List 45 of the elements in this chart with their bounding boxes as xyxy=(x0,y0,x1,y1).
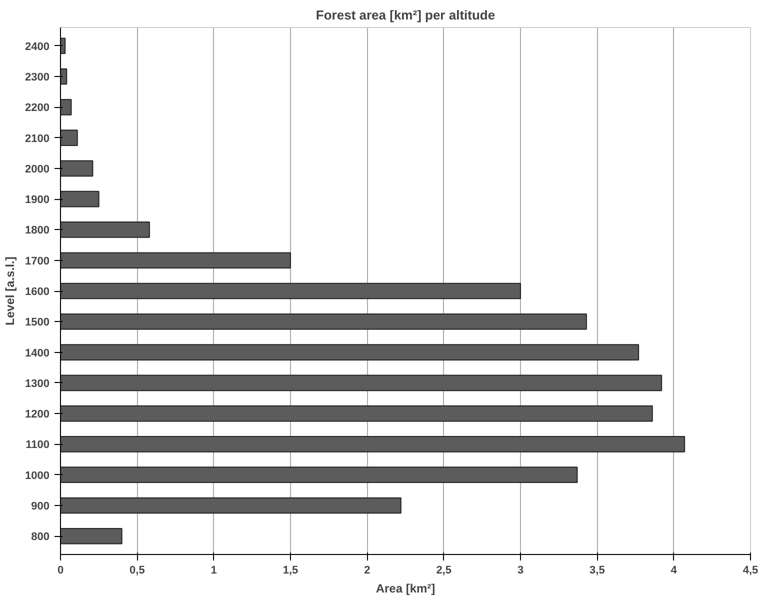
y-tick-label: 2400 xyxy=(25,40,50,53)
y-tick-label: 800 xyxy=(31,531,50,544)
bar xyxy=(60,160,94,177)
x-axis-title: Area [km²] xyxy=(376,582,436,596)
bar xyxy=(60,497,402,514)
bar xyxy=(60,190,100,208)
y-tick-label: 1100 xyxy=(26,439,50,452)
x-tick-label: 1 xyxy=(210,564,217,576)
y-axis-title: Level [a.s.l.] xyxy=(3,256,18,326)
y-tick-label: 2100 xyxy=(25,132,50,145)
y-tick-label: 1700 xyxy=(25,255,50,268)
y-tick-label: 900 xyxy=(31,500,50,512)
y-tick-label: 1500 xyxy=(25,316,50,329)
x-tick-label: 0,5 xyxy=(130,564,145,576)
y-tick-label: 2300 xyxy=(25,72,50,84)
y-tick-label: 2200 xyxy=(25,102,50,114)
y-tick-label: 1400 xyxy=(25,347,50,360)
bar xyxy=(60,130,78,146)
x-tick-label: 4,5 xyxy=(742,564,758,576)
y-tick-label: 1800 xyxy=(25,224,50,237)
bar xyxy=(60,344,640,360)
y-tick-label: 1900 xyxy=(25,194,50,206)
x-tick-label: 3,5 xyxy=(590,564,605,576)
bar xyxy=(60,252,291,269)
x-tick-label: 4 xyxy=(670,564,678,576)
y-tick-label: 1600 xyxy=(25,286,50,298)
bar xyxy=(60,99,72,116)
bar xyxy=(60,436,686,452)
x-tick-label: 3 xyxy=(517,564,524,576)
bar xyxy=(60,405,653,422)
bar xyxy=(60,528,122,544)
bar xyxy=(60,466,578,483)
y-tick-label: 1300 xyxy=(25,378,50,390)
bar xyxy=(60,282,521,300)
x-tick-label: 1,5 xyxy=(282,564,298,576)
bar xyxy=(60,222,150,238)
x-tick-label: 2 xyxy=(364,564,370,576)
x-tick-label: 2,5 xyxy=(436,564,452,576)
chart-title: Forest area [km²] per altitude xyxy=(316,8,496,22)
x-tick-label: 0 xyxy=(57,564,64,576)
bar xyxy=(60,313,587,330)
y-tick-label: 1000 xyxy=(25,470,50,482)
bar xyxy=(60,374,662,392)
y-tick-label: 2000 xyxy=(25,163,50,176)
y-tick-label: 1200 xyxy=(25,408,50,421)
